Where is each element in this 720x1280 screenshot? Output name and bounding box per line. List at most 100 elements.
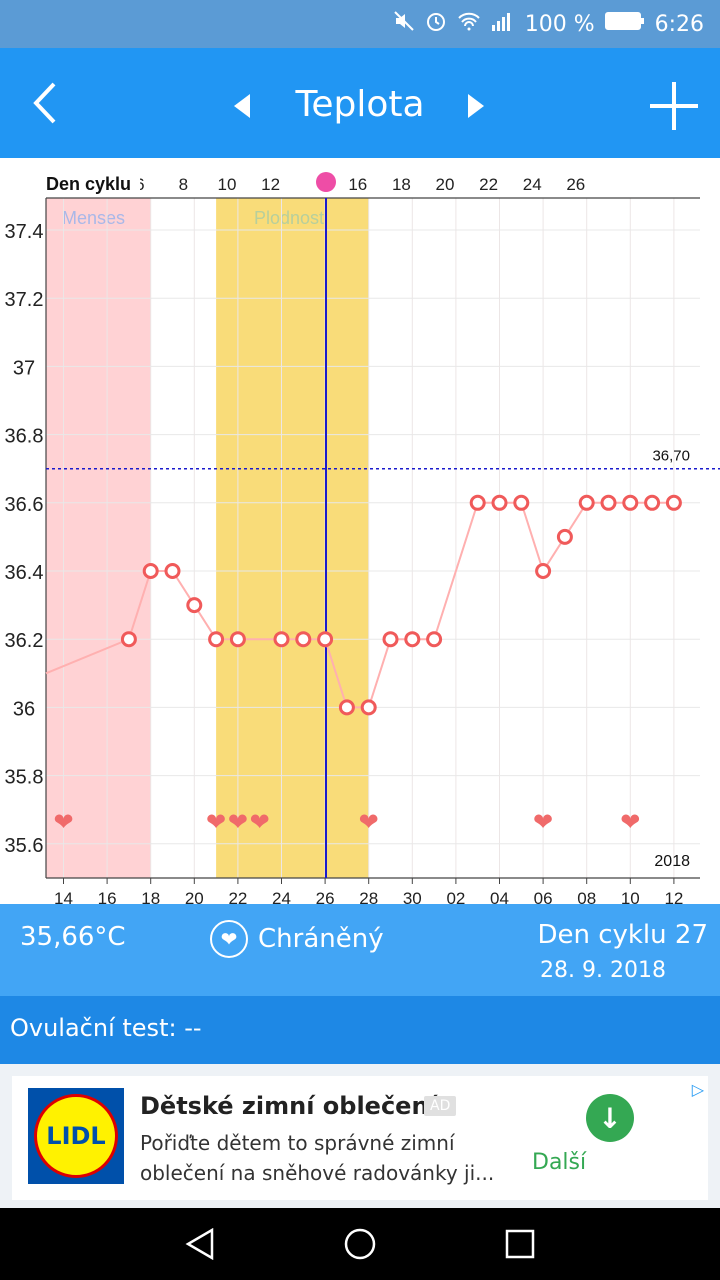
y-tick-label: 37	[13, 357, 35, 379]
signal-icon	[491, 11, 515, 37]
download-icon[interactable]: ↓	[586, 1094, 634, 1142]
threshold-label: 36,70	[652, 448, 690, 465]
triangle-back-icon	[185, 1227, 214, 1261]
temperature-point	[644, 494, 661, 511]
temperature-point	[295, 631, 312, 648]
status-bar: 100 % 6:26	[0, 0, 720, 48]
logo-text: LIDL	[34, 1094, 118, 1178]
mute-icon	[393, 10, 415, 38]
app-bar: Teplota	[0, 48, 720, 158]
temperature-chart[interactable]: Menses Plodnost 37.4 37.2 37 36.8 36.6 36.4 36.2…	[0, 160, 720, 908]
temperature-point	[556, 528, 573, 545]
circle-home-icon	[344, 1228, 376, 1260]
ad-headline: Dětské zimní oblečení	[140, 1092, 437, 1120]
intercourse-heart-icon: ❤	[620, 808, 640, 836]
x-tick-label: 02	[446, 889, 465, 904]
nav-back-button[interactable]	[184, 1227, 216, 1264]
battery-icon	[604, 11, 645, 37]
protection-label: Chráněný	[258, 924, 384, 954]
intercourse-heart-icon: ❤	[359, 808, 379, 836]
protection-status: ❤ Chráněný	[210, 920, 384, 958]
x-tick-label: 14	[54, 889, 73, 904]
y-tick-label: 37.2	[5, 289, 44, 311]
cycle-header-bg	[40, 168, 140, 196]
ad-area: LIDL Dětské zimní oblečení AD Pořiďte dě…	[0, 1064, 720, 1208]
temperature-point	[186, 597, 203, 614]
y-tick-label: 37.4	[5, 221, 44, 243]
temperature-point	[142, 563, 159, 579]
temperature-point	[164, 563, 181, 579]
navigation-bar	[0, 1208, 720, 1280]
x-tick-label: 26	[316, 889, 335, 904]
temperature-point	[513, 494, 530, 511]
temperature-point	[426, 631, 443, 648]
selected-temperature: 35,66°C	[20, 922, 126, 952]
previous-chart-button[interactable]	[232, 94, 252, 122]
cycle-tick-label: 10	[218, 175, 237, 194]
add-button[interactable]	[650, 82, 698, 130]
cycle-tick-label: 26	[566, 175, 585, 194]
y-tick-label: 36	[13, 698, 35, 720]
temperature-point	[338, 699, 355, 716]
nav-recents-button[interactable]	[504, 1228, 536, 1264]
cycle-tick-label: 20	[436, 175, 455, 194]
temperature-point	[469, 494, 486, 511]
advertiser-logo: LIDL	[28, 1088, 124, 1184]
nav-home-button[interactable]	[344, 1228, 376, 1264]
intercourse-heart-icon: ❤	[533, 808, 553, 836]
y-tick-label: 36.4	[5, 562, 44, 584]
ovulation-marker	[316, 172, 336, 192]
temperature-point	[120, 631, 137, 648]
heart-icon: ❤	[210, 920, 248, 958]
ad-cta-button[interactable]: Další	[532, 1150, 587, 1175]
band-label-fertile: Plodnost	[254, 208, 324, 228]
ad-badge: AD	[424, 1096, 457, 1116]
x-tick-label: 22	[228, 889, 247, 904]
alarm-icon	[425, 10, 447, 38]
temperature-point	[360, 699, 377, 716]
x-tick-label: 10	[621, 889, 640, 904]
adchoices-icon[interactable]: ▷	[691, 1080, 704, 1099]
intercourse-heart-icon: ❤	[228, 808, 248, 836]
ad-banner[interactable]: LIDL Dětské zimní oblečení AD Pořiďte dě…	[12, 1076, 708, 1200]
back-button[interactable]	[26, 78, 66, 128]
temperature-point	[600, 494, 617, 511]
intercourse-heart-icon: ❤	[53, 808, 73, 836]
temperature-point	[491, 494, 508, 511]
cycle-day: Den cyklu 27	[537, 920, 708, 950]
square-recents-icon	[505, 1229, 535, 1259]
cycle-tick-label: 18	[392, 175, 411, 194]
battery-percent: 100 %	[524, 11, 595, 37]
info-bar: 35,66°C ❤ Chráněný Den cyklu 27 28. 9. 2…	[0, 904, 720, 996]
cycle-tick-label: 8	[179, 175, 188, 194]
y-tick-label: 36.6	[5, 494, 44, 516]
selected-date: 28. 9. 2018	[540, 958, 666, 983]
ovulation-test-row[interactable]: Ovulační test: --	[0, 996, 720, 1064]
temperature-point	[665, 494, 682, 511]
intercourse-heart-icon: ❤	[206, 808, 226, 836]
cycle-header: Den cyklu	[46, 174, 131, 194]
x-tick-label: 06	[534, 889, 553, 904]
fertile-band	[216, 198, 369, 878]
ad-body: Pořiďte dětem to správné zimní oblečení …	[140, 1131, 495, 1185]
cycle-tick-label: 24	[523, 175, 542, 194]
x-tick-label: 08	[577, 889, 596, 904]
wifi-icon	[457, 11, 481, 37]
temperature-point	[317, 631, 334, 648]
temperature-point	[622, 494, 639, 511]
x-tick-label: 12	[664, 889, 683, 904]
temperature-point	[382, 631, 399, 648]
cycle-tick-label: 12	[261, 175, 280, 194]
next-chart-button[interactable]	[466, 94, 486, 122]
page-title: Teplota	[295, 84, 425, 125]
triangle-left-icon	[234, 94, 250, 118]
x-tick-label: 20	[185, 889, 204, 904]
year-label: 2018	[654, 853, 690, 870]
temperature-point	[404, 631, 421, 648]
y-tick-label: 35.6	[5, 835, 44, 857]
temperature-point	[535, 563, 552, 579]
band-label-menses: Menses	[62, 208, 125, 228]
intercourse-heart-icon: ❤	[250, 808, 270, 836]
x-tick-label: 04	[490, 889, 509, 904]
x-tick-label: 18	[141, 889, 160, 904]
